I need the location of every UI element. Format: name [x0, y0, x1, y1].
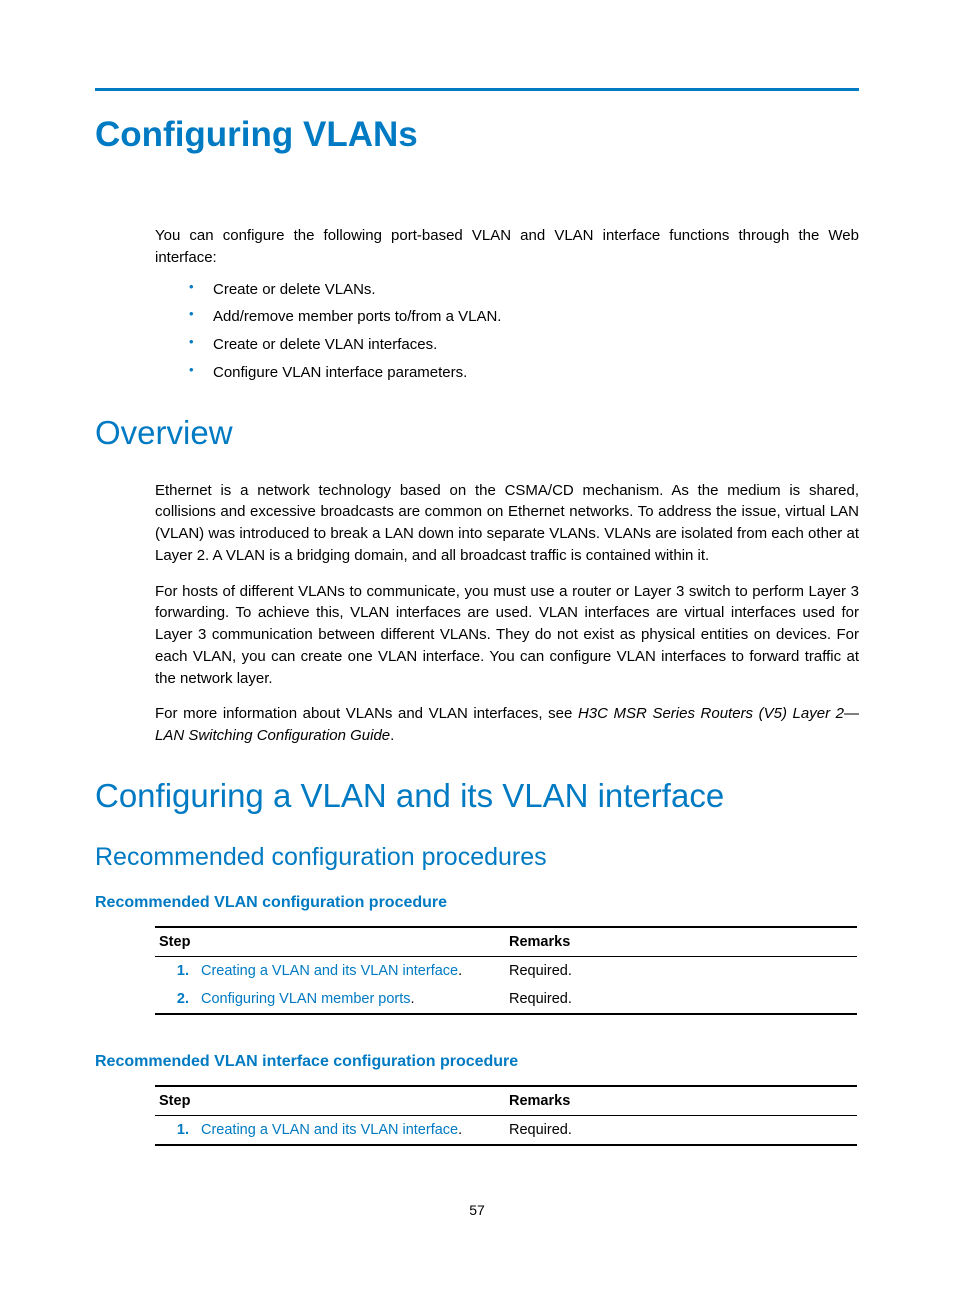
- remarks-cell: Required.: [505, 956, 857, 985]
- step-cell: Creating a VLAN and its VLAN interface.: [197, 956, 505, 985]
- table-row: 1. Creating a VLAN and its VLAN interfac…: [155, 1115, 857, 1145]
- step-number: 1.: [155, 1115, 197, 1145]
- intro-bullet: Add/remove member ports to/from a VLAN.: [185, 306, 859, 328]
- step-number: 1.: [155, 956, 197, 985]
- overview-body: Ethernet is a network technology based o…: [155, 480, 859, 747]
- ref-suffix: .: [390, 727, 394, 744]
- document-page: Configuring VLANs You can configure the …: [0, 0, 954, 1296]
- step-cell: Configuring VLAN member ports.: [197, 985, 505, 1014]
- col-remarks: Remarks: [505, 1086, 857, 1116]
- intro-bullet-list: Create or delete VLANs. Add/remove membe…: [185, 279, 859, 384]
- remarks-cell: Required.: [505, 1115, 857, 1145]
- step-link[interactable]: Configuring VLAN member ports: [201, 991, 411, 1007]
- step-cell: Creating a VLAN and its VLAN interface.: [197, 1115, 505, 1145]
- remarks-cell: Required.: [505, 985, 857, 1014]
- vlan-interface-procedure-table: Step Remarks 1. Creating a VLAN and its …: [155, 1085, 857, 1146]
- table-row: 2. Configuring VLAN member ports. Requir…: [155, 985, 857, 1014]
- overview-paragraph: For hosts of different VLANs to communic…: [155, 581, 859, 690]
- table-header-row: Step Remarks: [155, 927, 857, 957]
- intro-bullet: Create or delete VLANs.: [185, 279, 859, 301]
- table-caption: Recommended VLAN interface configuration…: [95, 1053, 859, 1071]
- ref-text: For more information about VLANs and VLA…: [155, 705, 578, 722]
- table-row: 1. Creating a VLAN and its VLAN interfac…: [155, 956, 857, 985]
- table-caption: Recommended VLAN configuration procedure: [95, 894, 859, 912]
- spacer: [95, 1015, 859, 1043]
- step-after: .: [411, 991, 415, 1007]
- overview-paragraph: Ethernet is a network technology based o…: [155, 480, 859, 567]
- step-after: .: [458, 963, 462, 979]
- col-remarks: Remarks: [505, 927, 857, 957]
- section-heading: Configuring a VLAN and its VLAN interfac…: [95, 777, 859, 815]
- intro-bullet: Configure VLAN interface parameters.: [185, 362, 859, 384]
- step-link[interactable]: Creating a VLAN and its VLAN interface: [201, 1122, 458, 1138]
- table-header-row: Step Remarks: [155, 1086, 857, 1116]
- overview-heading: Overview: [95, 414, 859, 452]
- section-subheading: Recommended configuration procedures: [95, 843, 859, 872]
- overview-reference: For more information about VLANs and VLA…: [155, 703, 859, 747]
- step-link[interactable]: Creating a VLAN and its VLAN interface: [201, 963, 458, 979]
- page-number: 57: [0, 1202, 954, 1218]
- intro-bullet: Create or delete VLAN interfaces.: [185, 334, 859, 356]
- intro-paragraph: You can configure the following port-bas…: [155, 225, 859, 269]
- page-title: Configuring VLANs: [95, 115, 859, 155]
- step-number: 2.: [155, 985, 197, 1014]
- col-step: Step: [155, 1086, 505, 1116]
- top-rule: [95, 88, 859, 91]
- col-step: Step: [155, 927, 505, 957]
- vlan-procedure-table: Step Remarks 1. Creating a VLAN and its …: [155, 926, 857, 1015]
- step-after: .: [458, 1122, 462, 1138]
- intro-block: You can configure the following port-bas…: [155, 225, 859, 384]
